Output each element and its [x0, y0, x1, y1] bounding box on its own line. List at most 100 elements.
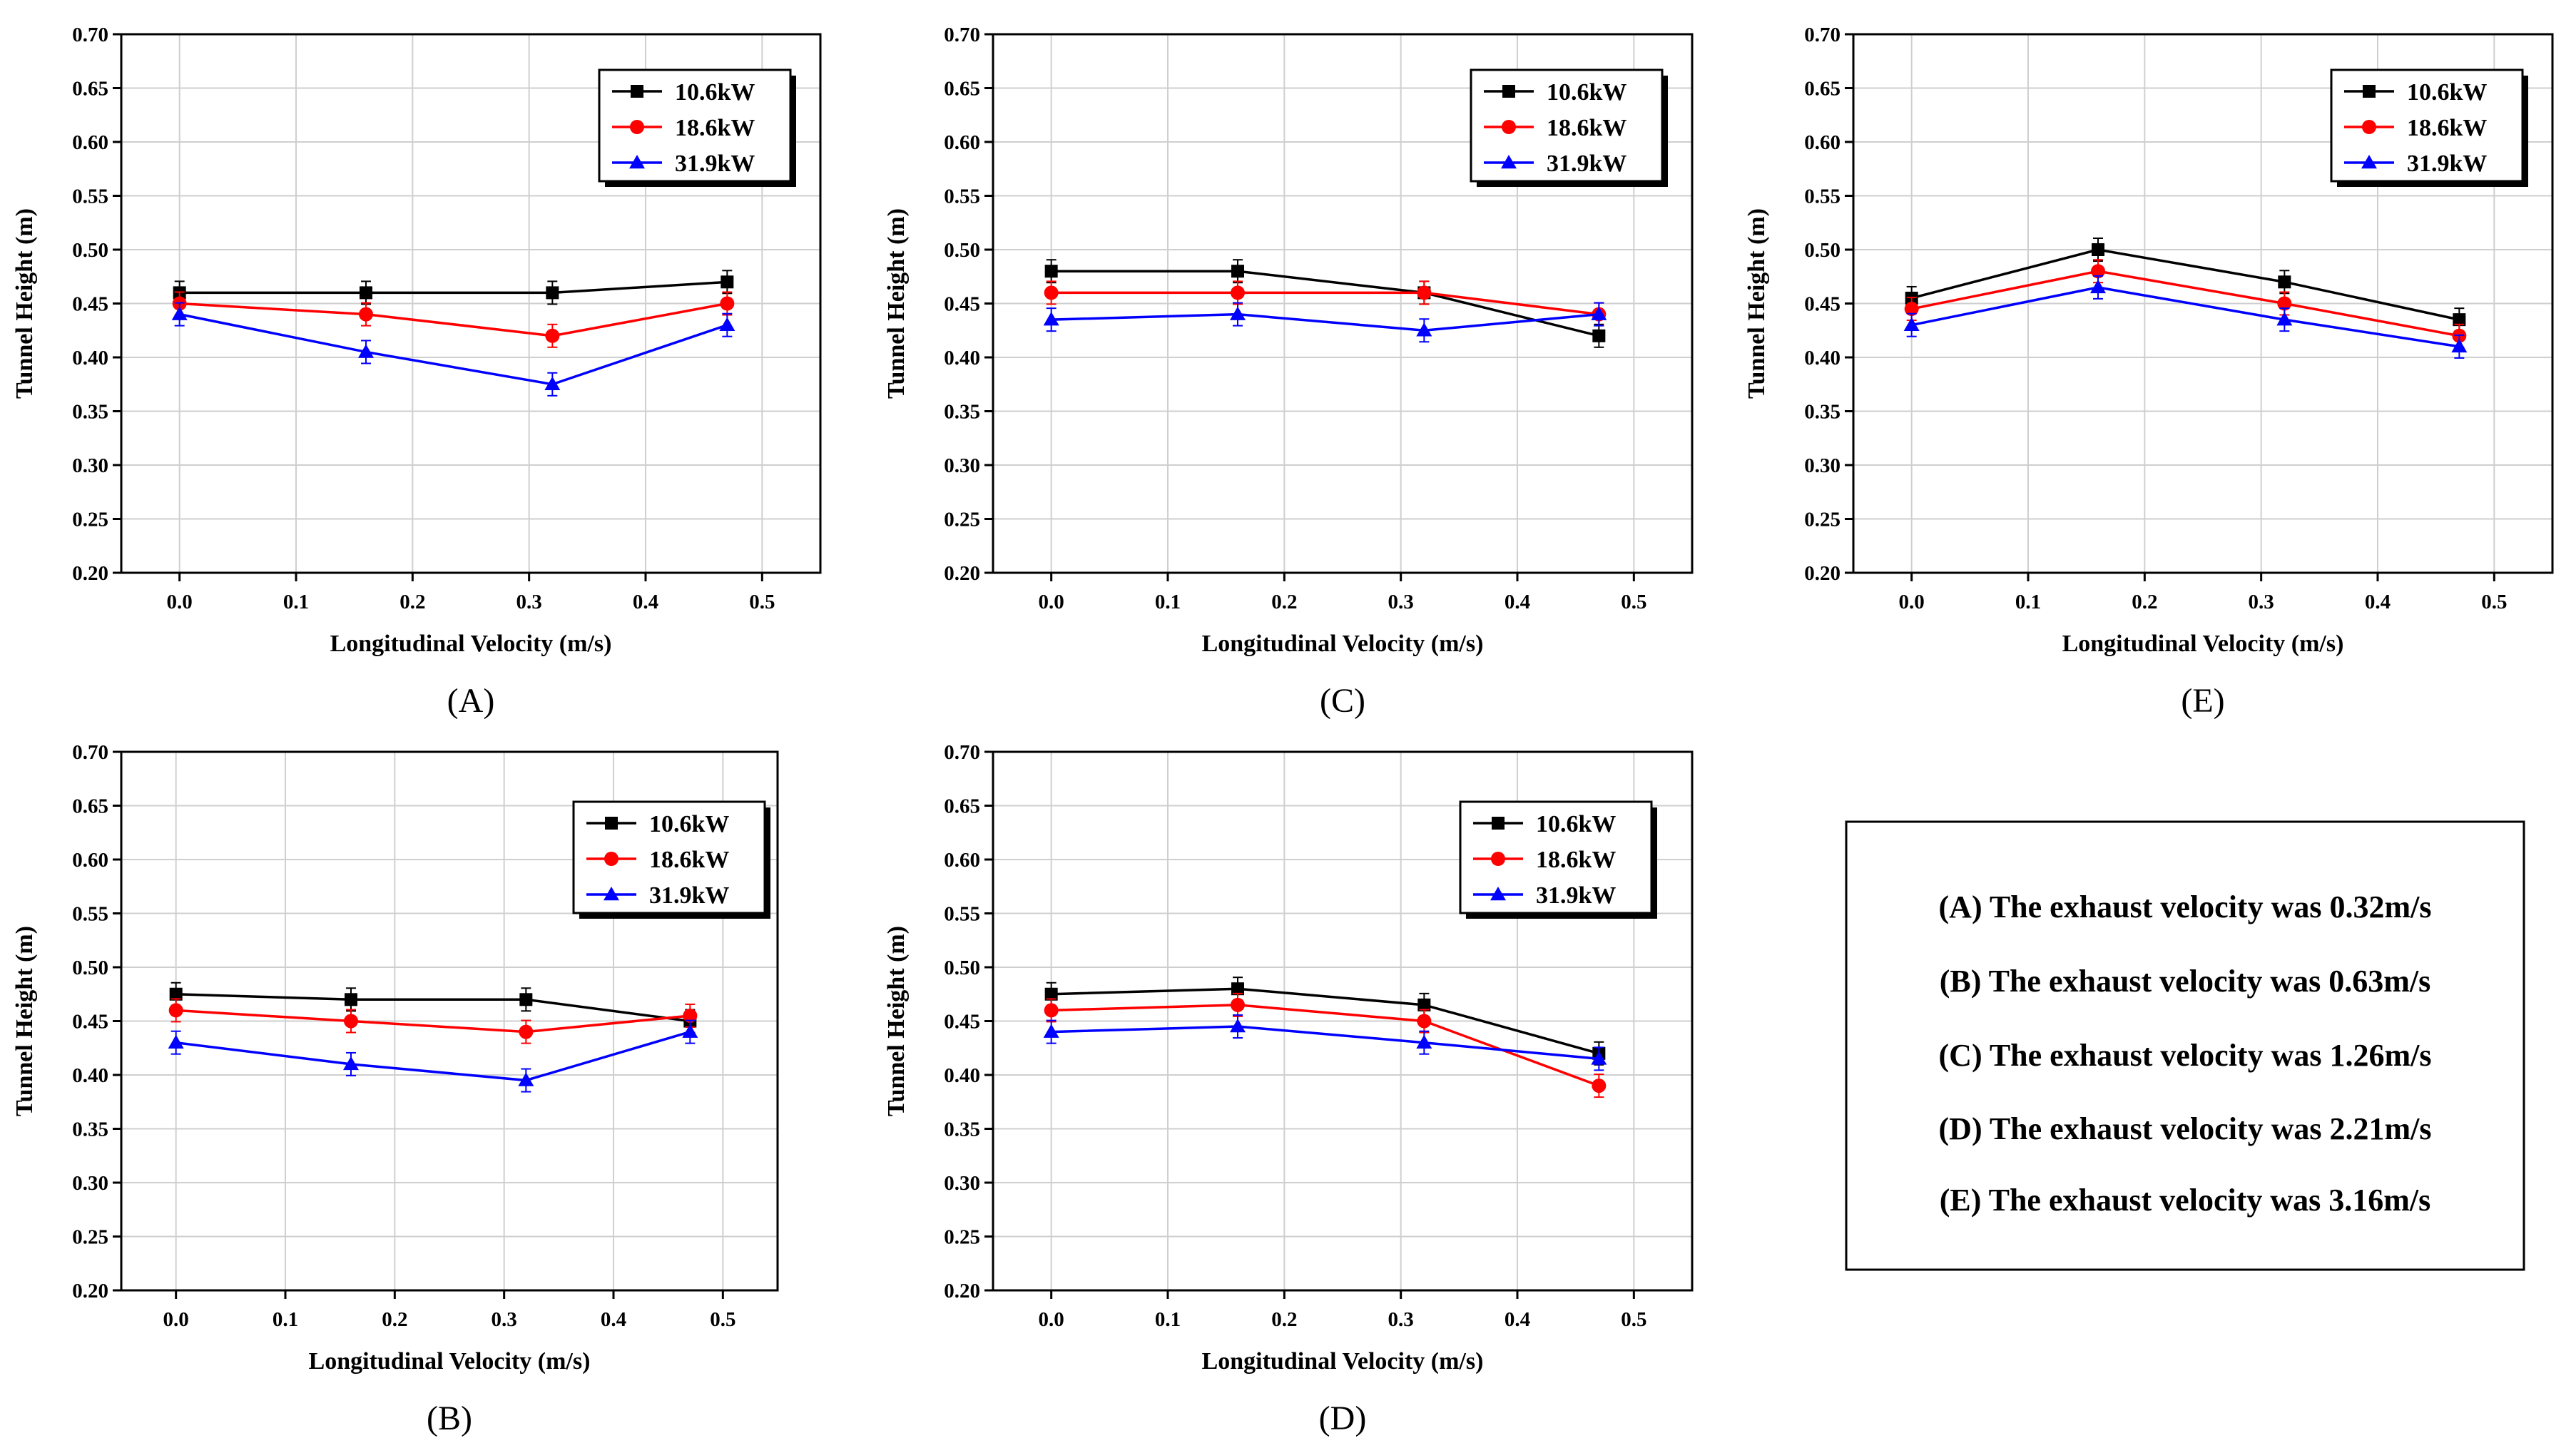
- y-tick-label: 0.35: [72, 1118, 108, 1141]
- series-line: [1051, 270, 1599, 337]
- y-tick-label: 0.50: [1804, 239, 1841, 262]
- data-point-marker: [544, 376, 561, 390]
- y-tick-label: 0.20: [1804, 562, 1841, 585]
- data-point-marker: [546, 286, 559, 300]
- panel-label-d: (D): [1319, 1399, 1367, 1437]
- exhaust-velocity-note-box: (A) The exhaust velocity was 0.32m/s (B)…: [1845, 820, 2525, 1271]
- data-point-marker: [2276, 312, 2293, 326]
- series-line: [1911, 286, 2460, 348]
- x-tick-label: 0.1: [273, 1308, 298, 1331]
- y-tick-label: 0.35: [1804, 401, 1841, 424]
- x-axis-label: Longitudinal Velocity (m/s): [1202, 631, 1484, 657]
- legend-entry: 18.6kW: [1484, 115, 1626, 141]
- x-tick-label: 0.2: [399, 591, 425, 613]
- legend: 10.6kW 18.6kW 31.9kW: [572, 800, 770, 919]
- legend-marker: [605, 817, 618, 830]
- y-tick-label: 0.70: [1804, 24, 1841, 46]
- series-line: [1051, 1025, 1599, 1061]
- y-tick-label: 0.70: [944, 24, 980, 46]
- x-tick-label: 0.2: [2132, 591, 2157, 613]
- panel-label-a: (A): [447, 682, 495, 720]
- legend-label: 10.6kW: [675, 79, 755, 106]
- y-tick-label: 0.60: [944, 849, 980, 872]
- series-31-9kw: [1043, 1014, 1607, 1071]
- data-point-marker: [1592, 1079, 1607, 1093]
- series-line: [179, 280, 728, 295]
- y-tick-label: 0.20: [944, 1280, 980, 1302]
- chart-panel-b: 0.0 0.1 0.2 0.3 0.4 0.5 0.20 0.25 0.30 0.35 0.40 0.…: [11, 741, 779, 1437]
- y-axis-label: Tunnel Height (m): [11, 208, 38, 399]
- data-point-marker: [719, 317, 735, 331]
- y-tick-label: 0.50: [944, 957, 980, 979]
- series-line: [1051, 987, 1599, 1055]
- note-box-frame: [1845, 820, 2525, 1271]
- note-line-b: (B) The exhaust velocity was 0.63m/s: [1940, 964, 2431, 999]
- data-point-marker: [1043, 312, 1059, 326]
- data-point-marker: [345, 993, 357, 1006]
- legend: 10.6kW 18.6kW 31.9kW: [1470, 68, 1668, 187]
- series-line: [179, 312, 728, 386]
- legend-label: 10.6kW: [1547, 79, 1626, 106]
- data-point-marker: [344, 1014, 358, 1029]
- legend-marker: [1491, 852, 1505, 866]
- legend-marker: [1490, 887, 1506, 901]
- y-tick-label: 0.70: [72, 741, 108, 764]
- legend-entry: 18.6kW: [2344, 115, 2487, 141]
- y-tick-label: 0.45: [72, 293, 108, 316]
- note-line-a: (A) The exhaust velocity was 0.32m/s: [1939, 889, 2432, 924]
- y-axis-label: Tunnel Height (m): [883, 926, 910, 1116]
- y-tick-label: 0.70: [944, 741, 980, 764]
- legend-marker: [604, 887, 619, 901]
- legend-entry: 31.9kW: [2344, 151, 2487, 177]
- legend-marker: [1502, 120, 1516, 134]
- legend-label: 18.6kW: [1536, 847, 1616, 873]
- x-tick-label: 0.1: [283, 591, 309, 613]
- legend: 10.6kW 18.6kW 31.9kW: [2330, 68, 2528, 187]
- legend-label: 18.6kW: [1547, 115, 1626, 141]
- data-point-marker: [360, 286, 372, 300]
- y-tick-label: 0.35: [944, 401, 980, 424]
- legend-label: 31.9kW: [649, 882, 729, 909]
- data-point-marker: [1903, 317, 1920, 331]
- legend-entry: 10.6kW: [2344, 79, 2487, 106]
- chart-panel-e: 0.0 0.1 0.2 0.3 0.4 0.5 0.20 0.25 0.30 0.35 0.40 0.…: [1743, 24, 2554, 720]
- y-tick-label: 0.65: [944, 795, 980, 818]
- legend-entry: 31.9kW: [586, 882, 729, 909]
- legend-entry: 31.9kW: [1473, 882, 1616, 909]
- x-tick-label: 0.5: [1621, 1308, 1646, 1331]
- legend-entry: 10.6kW: [586, 811, 729, 837]
- legend-entry: 18.6kW: [586, 847, 729, 873]
- series-line: [1911, 248, 2460, 321]
- legend: 10.6kW 18.6kW 31.9kW: [1459, 800, 1657, 919]
- data-point-marker: [2453, 313, 2466, 327]
- y-tick-label: 0.35: [72, 401, 108, 424]
- y-tick-label: 0.20: [944, 562, 980, 585]
- series-line: [175, 1030, 691, 1082]
- x-tick-label: 0.4: [2365, 591, 2391, 613]
- data-point-marker: [1231, 285, 1245, 300]
- y-tick-label: 0.55: [944, 903, 980, 926]
- x-tick-label: 0.5: [710, 1308, 735, 1331]
- series-31-9kw: [168, 1019, 698, 1093]
- legend-entry: 10.6kW: [1473, 811, 1616, 837]
- data-point-marker: [1044, 1003, 1059, 1018]
- legend-label: 10.6kW: [1536, 811, 1616, 837]
- x-tick-label: 0.3: [1388, 591, 1414, 613]
- x-tick-label: 0.0: [1039, 1308, 1064, 1331]
- data-point-marker: [1231, 997, 1245, 1012]
- data-point-marker: [358, 344, 374, 358]
- y-axis-label: Tunnel Height (m): [11, 926, 38, 1116]
- series-18-6kw: [168, 998, 698, 1044]
- series-line: [1051, 312, 1599, 332]
- legend-label: 10.6kW: [2407, 79, 2487, 106]
- x-tick-label: 0.3: [516, 591, 542, 613]
- legend-label: 18.6kW: [2407, 115, 2487, 141]
- y-tick-label: 0.30: [72, 1172, 108, 1195]
- data-point-marker: [1417, 998, 1431, 1011]
- legend-marker: [629, 155, 645, 169]
- y-tick-label: 0.45: [72, 1011, 108, 1034]
- data-point-marker: [168, 1003, 183, 1018]
- x-tick-label: 0.5: [2481, 591, 2507, 613]
- y-tick-label: 0.50: [72, 239, 108, 262]
